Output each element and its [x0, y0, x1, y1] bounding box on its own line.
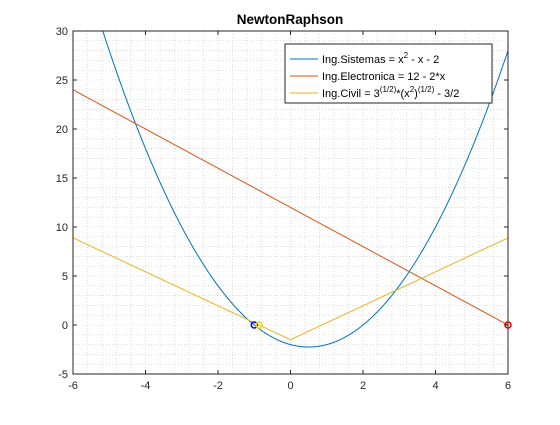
- legend-entry-electronica: Ing.Electronica = 12 - 2*x: [322, 71, 446, 83]
- axis-ticks: -6 -4 -2 0 2 4 6 -5 0 5 10 15 20 25 30: [56, 26, 511, 392]
- x-tick-label: -4: [141, 380, 151, 392]
- x-tick-label: -6: [68, 380, 78, 392]
- root-marker-1: [504, 321, 512, 329]
- x-tick-label: 0: [287, 380, 293, 392]
- y-tick-label: 5: [62, 271, 68, 283]
- root-marker-0: [250, 321, 258, 329]
- y-tick-label: 0: [62, 320, 68, 332]
- legend-box: [284, 43, 493, 104]
- legend-entry-sistemas: Ing.Sistemas = x2 - x - 2: [322, 51, 439, 66]
- x-tick-label: -2: [213, 380, 223, 392]
- series-curves: [73, 31, 508, 348]
- y-tick-label: -5: [58, 369, 68, 381]
- y-tick-label: 10: [56, 222, 68, 234]
- grid: [72, 30, 509, 375]
- y-tick-label: 15: [56, 173, 68, 185]
- legend-entry-civil: Ing.Civil = 3(1/2)*(x2)(1/2) - 3/2: [322, 85, 459, 100]
- y-tick-label: 20: [56, 124, 68, 136]
- y-tick-label: 25: [56, 75, 68, 87]
- series-line-2: [73, 237, 508, 341]
- root-marker-2: [255, 321, 263, 329]
- series-markers: [250, 321, 512, 329]
- y-tick-label: 30: [56, 26, 68, 38]
- series-line-1: [73, 89, 508, 326]
- x-tick-label: 4: [432, 380, 438, 392]
- x-tick-label: 6: [505, 380, 511, 392]
- x-tick-label: 2: [360, 380, 366, 392]
- chart-title: NewtonRaphson: [237, 12, 344, 27]
- legend: Ing.Sistemas = x2 - x - 2 Ing.Electronic…: [284, 43, 493, 104]
- series-line-0: [102, 31, 508, 348]
